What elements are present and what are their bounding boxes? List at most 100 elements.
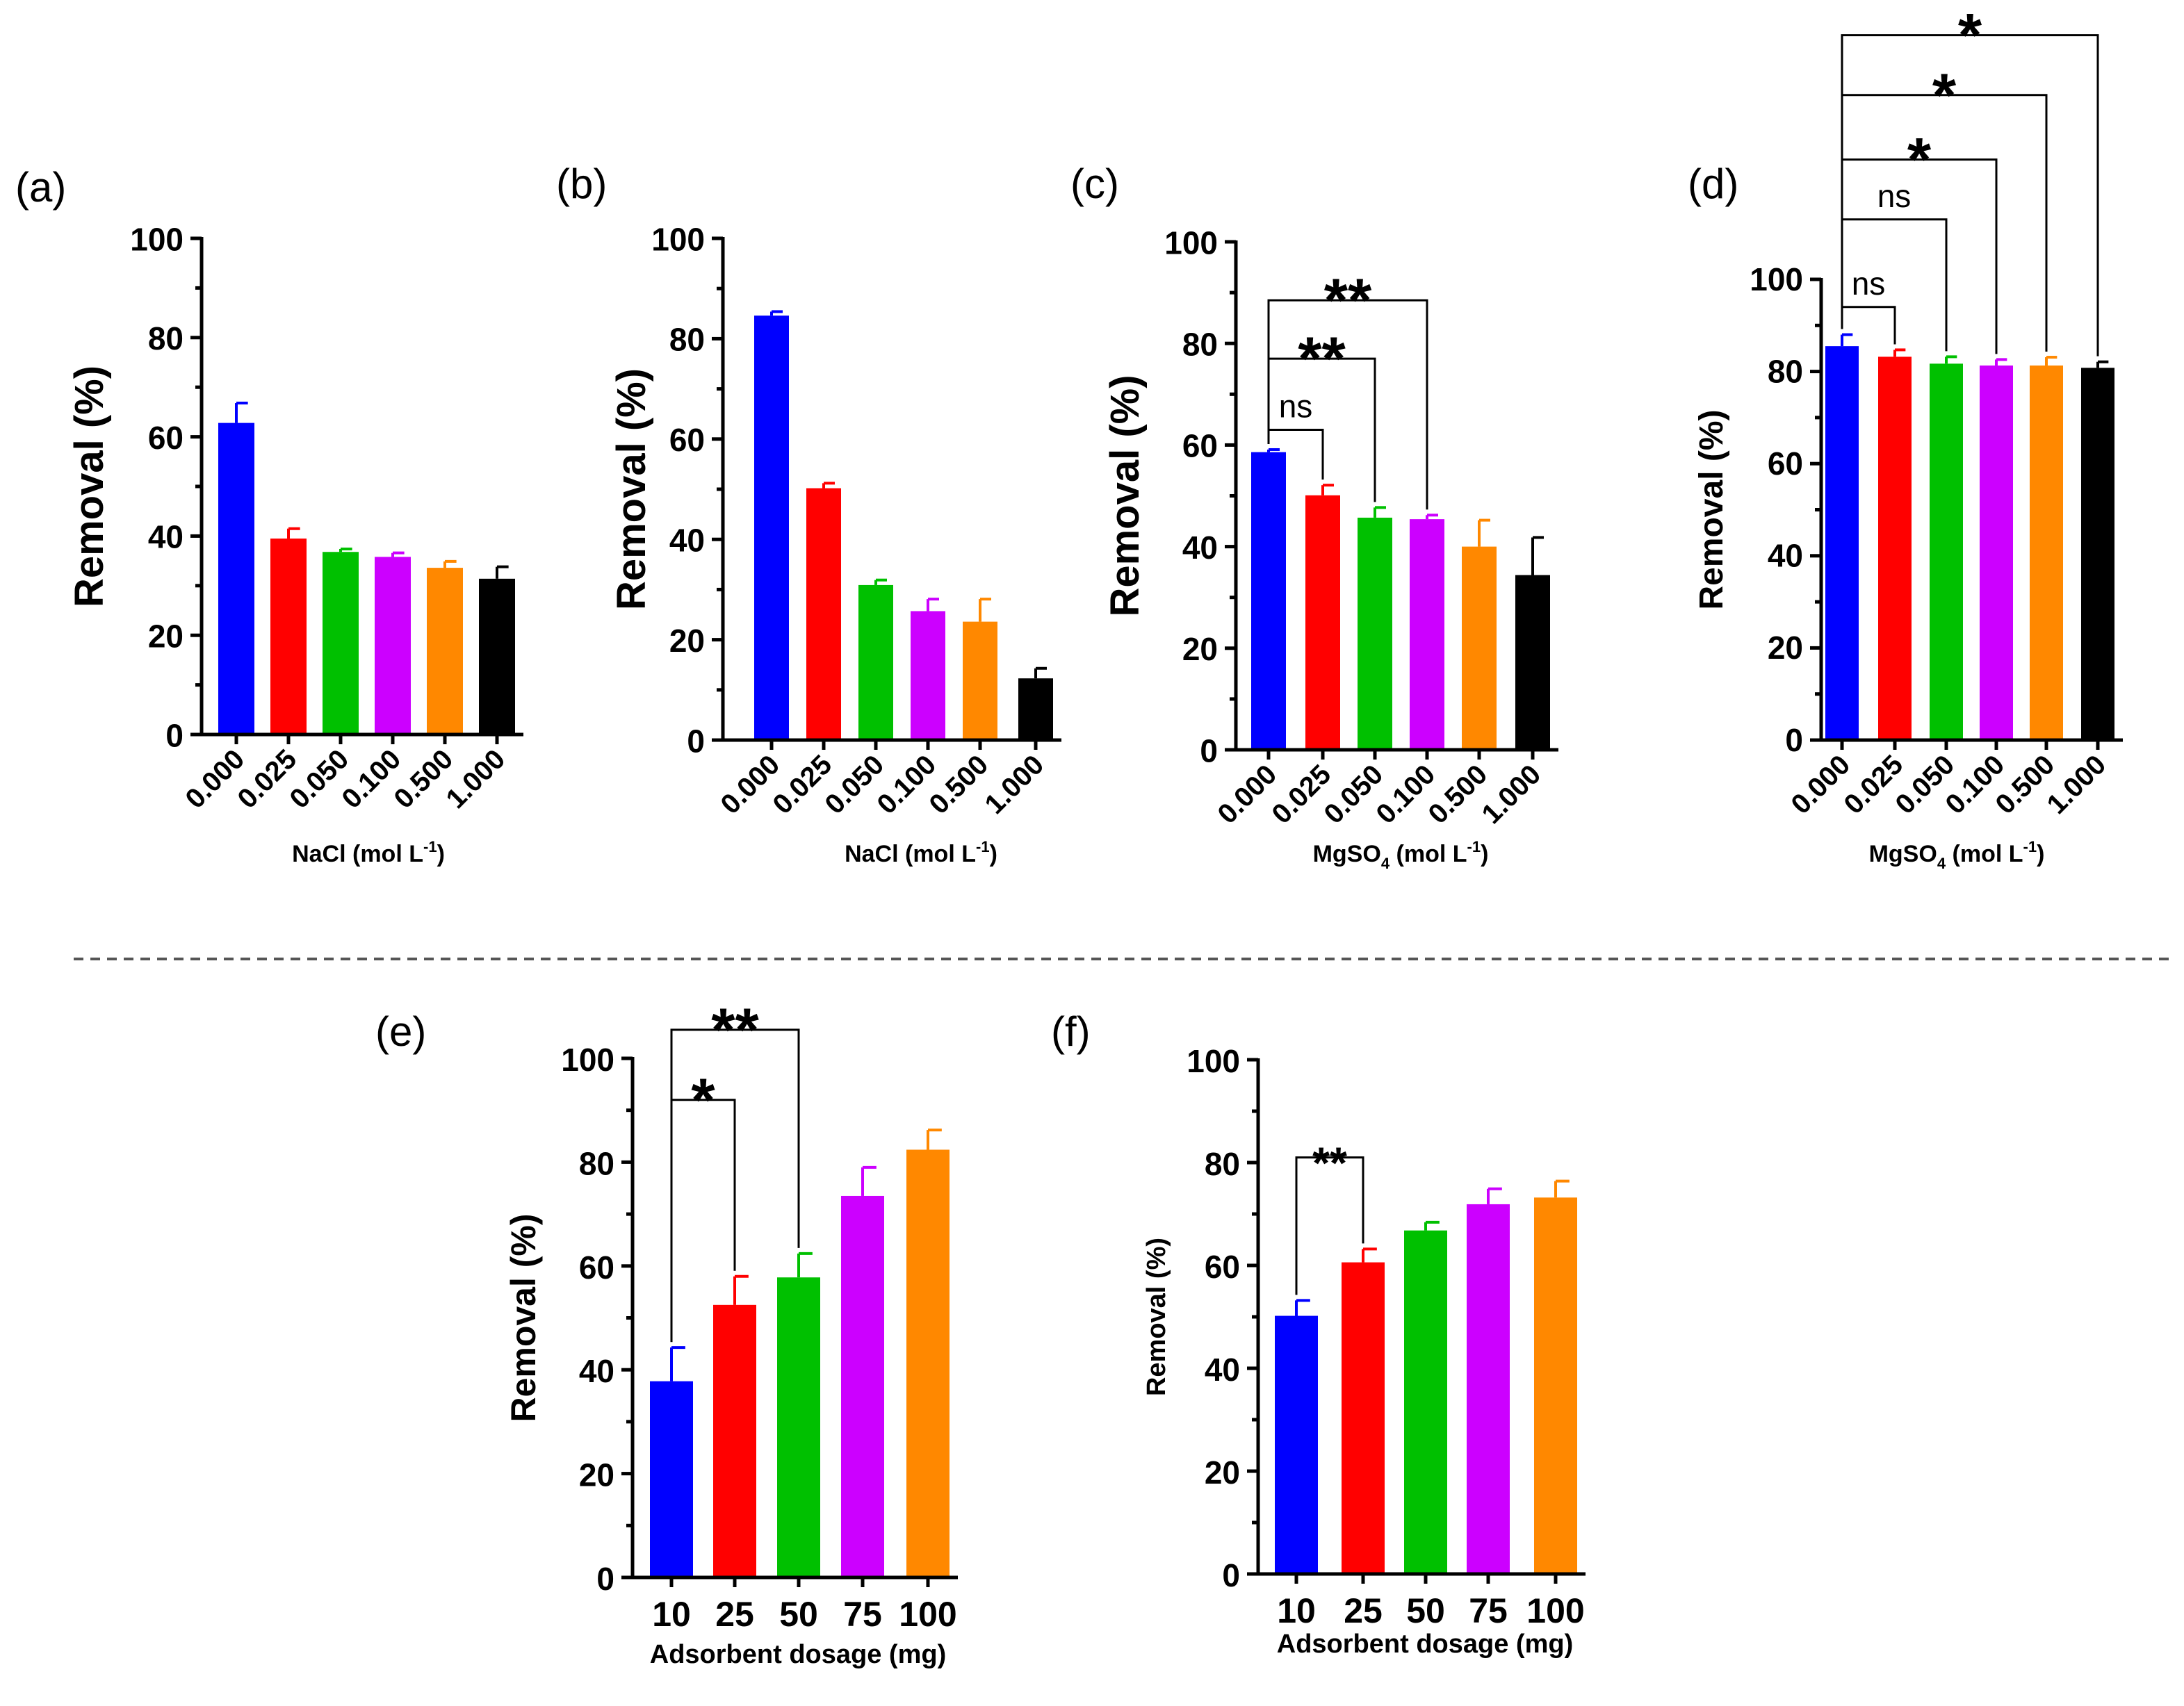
bar-75 <box>841 1195 884 1577</box>
y-axis-title: Removal (%) <box>1142 1238 1171 1396</box>
y-tick-label: 20 <box>1182 631 1218 667</box>
y-tick-label: 40 <box>669 522 705 558</box>
bar-0.100 <box>1410 519 1444 750</box>
y-tick-label: 100 <box>1164 224 1218 261</box>
bar-0.000 <box>1251 452 1286 750</box>
x-tick-label: 0.100 <box>336 744 407 814</box>
bar-0.500 <box>963 621 997 740</box>
x-tick-label: 25 <box>715 1595 754 1634</box>
significance-label: ns <box>1279 388 1313 424</box>
bar-0.500 <box>1462 546 1497 750</box>
significance-label: * <box>691 1065 715 1134</box>
significance-bracket <box>1841 34 2099 356</box>
significance-bracket <box>1841 94 2048 352</box>
y-tick-label: 100 <box>130 221 184 257</box>
x-axis-title: MgSO4 (mol L-1) <box>1313 838 1489 872</box>
bar-0.050 <box>1930 363 1963 740</box>
significance-bracket <box>1267 299 1428 510</box>
x-tick-label: 0.025 <box>1266 759 1337 830</box>
bar-0.100 <box>911 611 945 740</box>
y-tick-label: 80 <box>148 320 184 356</box>
x-title-main: NaCl (mol L <box>292 841 423 867</box>
bar-0.050 <box>858 584 893 740</box>
bar-0.025 <box>1305 495 1340 750</box>
x-title-tail: ) <box>1481 841 1488 867</box>
x-tick-label: 100 <box>899 1595 956 1634</box>
x-title-tail: ) <box>990 841 997 867</box>
x-axis-title: NaCl (mol L-1) <box>845 838 997 867</box>
y-tick-label: 60 <box>579 1249 614 1286</box>
x-tick-label: 1.000 <box>979 749 1050 820</box>
y-tick-label: 100 <box>1187 1043 1240 1079</box>
y-tick-label: 40 <box>579 1353 614 1389</box>
bar-0.000 <box>1825 346 1859 740</box>
x-tick-label: 0.100 <box>871 749 942 820</box>
panel-label: (e) <box>375 1008 426 1055</box>
y-tick-label: 20 <box>669 623 705 659</box>
y-tick-label: 80 <box>1768 353 1803 389</box>
x-tick-label: 0.500 <box>1422 759 1493 830</box>
x-tick-label: 0.100 <box>1370 759 1441 830</box>
bar-50 <box>777 1277 820 1577</box>
significance-bracket <box>670 1028 800 1343</box>
y-tick-label: 60 <box>1182 428 1218 464</box>
bar-0.100 <box>1980 365 2013 740</box>
x-tick-label: 0.000 <box>1212 759 1282 830</box>
significance-label: ns <box>1852 265 1886 302</box>
significance-label: ** <box>711 995 759 1064</box>
y-tick-label: 40 <box>148 519 184 555</box>
x-title-main: MgSO <box>1313 841 1381 867</box>
x-tick-label: 50 <box>779 1595 818 1634</box>
x-title-superscript: -1 <box>976 838 990 855</box>
y-tick-label: 0 <box>1222 1557 1240 1593</box>
x-title-tail: ) <box>2037 841 2044 867</box>
significance-label: ns <box>1877 178 1912 214</box>
x-tick-label: 1.000 <box>440 744 511 814</box>
x-title-mid: (mol L <box>1390 841 1467 867</box>
bar-50 <box>1404 1230 1447 1574</box>
y-axis-title: Removal (%) <box>67 366 112 607</box>
x-tick-label: 0.000 <box>715 749 785 820</box>
x-tick-label: 10 <box>652 1595 691 1634</box>
x-tick-label: 50 <box>1406 1591 1445 1630</box>
x-axis-title: MgSO4 (mol L-1) <box>1869 838 2045 872</box>
chart-panel-d: (d)0204060801000.0000.0250.0500.1000.500… <box>1688 1 2123 872</box>
y-tick-label: 60 <box>1205 1249 1240 1285</box>
chart-panel-c: (c) 0 20 40 60 80 100 0.0000.0250.0500.1000.500… <box>1070 161 1558 872</box>
x-tick-label: 10 <box>1277 1591 1316 1630</box>
y-tick-label: 0 <box>1785 722 1803 758</box>
y-tick-label: 100 <box>1750 261 1803 297</box>
chart-panel-a: (a) 0 20 40 60 80 100 0.0000.0250.0500.1000.500… <box>15 164 523 867</box>
y-tick-label: 0 <box>596 1561 614 1597</box>
panel-label: (a) <box>15 164 66 211</box>
y-tick-label: 60 <box>148 420 184 456</box>
x-axis-title: Adsorbent dosage (mg) <box>1277 1630 1573 1659</box>
x-tick-label: 25 <box>1344 1591 1383 1630</box>
x-tick-label: 75 <box>843 1595 882 1634</box>
y-tick-label: 100 <box>651 221 705 257</box>
y-tick-label: 80 <box>579 1145 614 1181</box>
bar-0.050 <box>323 552 359 735</box>
x-title-superscript: -1 <box>1467 838 1481 855</box>
x-axis-title: NaCl (mol L-1) <box>292 838 445 867</box>
y-tick-label: 80 <box>1182 326 1218 362</box>
panel-label: (c) <box>1070 161 1119 207</box>
y-tick-label: 60 <box>1768 445 1803 482</box>
x-tick-label: 100 <box>1526 1591 1584 1630</box>
y-tick-label: 40 <box>1768 538 1803 574</box>
y-tick-label: 40 <box>1182 530 1218 566</box>
x-title-subscript: 4 <box>1937 855 1946 872</box>
x-title-subscript: 4 <box>1381 855 1390 872</box>
bar-10 <box>1275 1315 1318 1574</box>
y-tick-label: 80 <box>1205 1146 1240 1182</box>
bar-1.000 <box>1018 678 1053 740</box>
bar-1.000 <box>1515 575 1550 750</box>
y-tick-label: 40 <box>1205 1352 1240 1388</box>
x-tick-label: 0.000 <box>1785 749 1856 820</box>
x-title-main: Adsorbent dosage (mg) <box>650 1640 946 1669</box>
x-tick-label: 1.000 <box>2041 749 2112 820</box>
x-tick-label: 0.500 <box>923 749 994 820</box>
bar-0.025 <box>1878 356 1912 740</box>
significance-bracket <box>1841 306 1896 345</box>
bar-100 <box>1534 1197 1577 1574</box>
